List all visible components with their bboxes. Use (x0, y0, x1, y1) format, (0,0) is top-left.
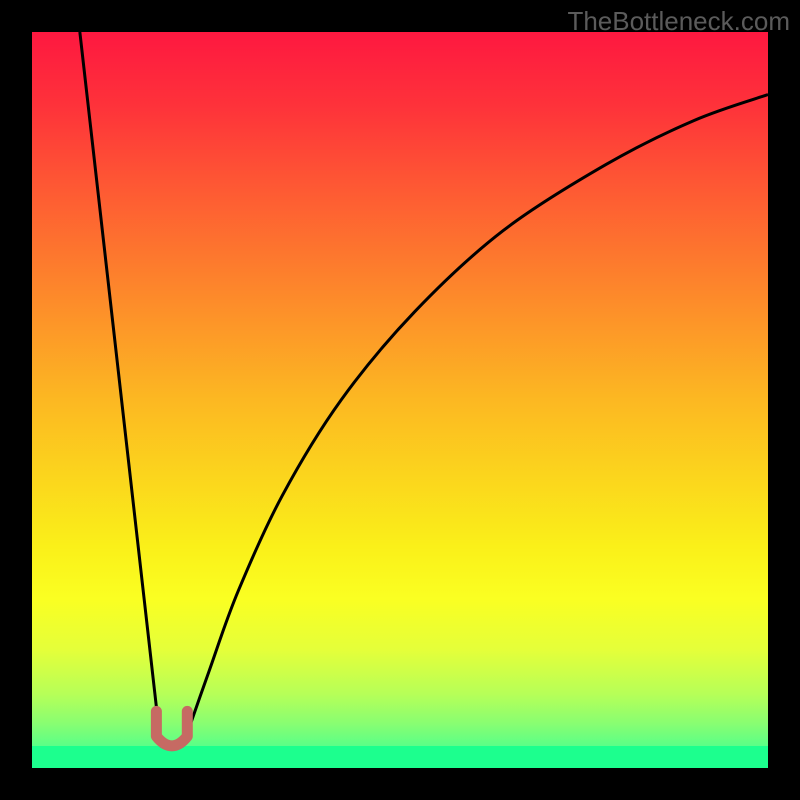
green-baseline-band (32, 746, 768, 768)
chart-frame: TheBottleneck.com (0, 0, 800, 800)
heat-gradient-background (32, 32, 768, 768)
bottleneck-chart-svg (0, 0, 800, 800)
watermark-text: TheBottleneck.com (567, 6, 790, 37)
